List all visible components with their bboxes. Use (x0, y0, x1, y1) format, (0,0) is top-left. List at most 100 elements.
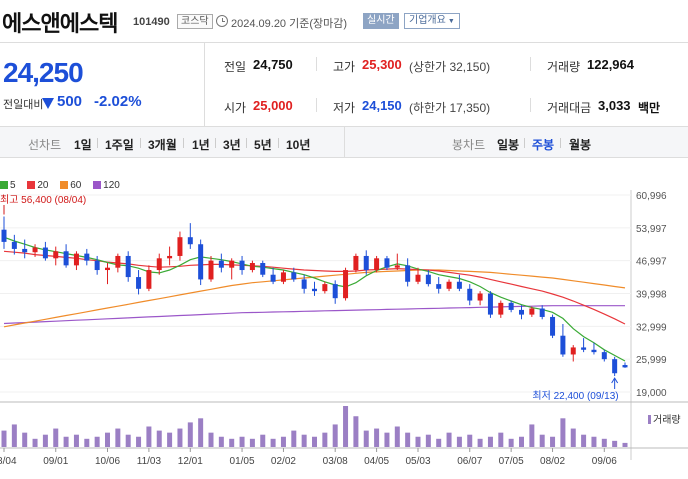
candle-body (94, 260, 100, 271)
candle-body (239, 260, 245, 271)
period-10y[interactable]: 10년 (286, 138, 311, 152)
volume-bar (94, 436, 100, 447)
legend-label: 20 (37, 180, 49, 191)
clock-icon (216, 15, 228, 27)
period-1y[interactable]: 1년 (192, 138, 210, 152)
x-tick-label: 04/05 (364, 456, 389, 467)
candle-body (622, 365, 628, 368)
period-3y[interactable]: 3년 (223, 138, 241, 152)
realtime-button[interactable]: 실시간 (363, 13, 399, 29)
amount-unit: 백만 (638, 101, 661, 115)
high-label: 고가 (333, 60, 356, 74)
candle-body (353, 255, 359, 271)
volume-bar (498, 432, 504, 447)
candle-body (343, 270, 349, 299)
divider (97, 138, 98, 148)
ma-legend: 5 20 60 120 (0, 180, 129, 191)
candle-body (115, 255, 121, 268)
candle-body (405, 265, 411, 282)
change-label: 전일대비 (3, 99, 44, 111)
x-tick-label: 06/07 (457, 456, 482, 467)
volume-bar (136, 436, 142, 447)
candle-body (436, 284, 442, 289)
candle-body (42, 247, 48, 259)
volume-bar (218, 436, 224, 447)
chevron-down-icon: ▼ (447, 18, 455, 25)
volume-bar (187, 422, 193, 447)
high-value: 25,300 (362, 57, 402, 72)
candle-body (291, 272, 297, 280)
candle-body (529, 308, 535, 315)
volume-bar (229, 438, 235, 447)
x-tick-label: 03/08 (323, 456, 348, 467)
change-value: 500 (57, 93, 83, 110)
period-daily[interactable]: 일봉 (497, 138, 520, 152)
legend-label: 60 (70, 180, 82, 191)
volume-bar (291, 430, 297, 447)
candle-body (73, 253, 79, 266)
candle-body (560, 335, 566, 355)
volume-bar (353, 416, 359, 447)
divider (183, 138, 184, 148)
y-tick-label: 53,997 (636, 224, 667, 235)
volume-bar (591, 436, 597, 447)
low-label: 저가 (333, 101, 356, 115)
volume-bar (415, 436, 421, 447)
candle-body (270, 274, 276, 282)
volume-bar (105, 432, 110, 447)
volume-bar (394, 426, 400, 447)
period-monthly[interactable]: 월봉 (569, 138, 592, 152)
candle-body (105, 267, 110, 271)
reference-time: 2024.09.20 기준(장마감) (231, 18, 348, 30)
stock-name: 에스앤에스텍 (2, 11, 118, 36)
candle-body (32, 247, 38, 253)
change-percent: -2.02% (94, 93, 142, 110)
volume-bar (405, 432, 411, 447)
candle-body (53, 251, 59, 259)
min-annotation: 최저 22,400 (09/13) (532, 390, 618, 402)
x-tick-label: 09/01 (43, 456, 68, 467)
volume-bar (529, 424, 535, 447)
volume-bar (508, 438, 514, 447)
divider (278, 138, 279, 148)
volume-bar (539, 434, 545, 447)
volume-bar (332, 424, 338, 447)
x-tick-label: 07/05 (499, 456, 524, 467)
period-weekly[interactable]: 주봉 (532, 138, 555, 152)
candle-body (249, 262, 255, 271)
volume-bar (177, 428, 183, 447)
candle-body (63, 251, 69, 266)
y-tick-label: 39,998 (636, 290, 667, 301)
volume-bar (374, 428, 380, 447)
period-1d[interactable]: 1일 (74, 138, 92, 152)
period-5y[interactable]: 5년 (254, 138, 272, 152)
y-tick-label: 60,996 (636, 191, 667, 202)
volume-bar (115, 428, 121, 447)
triangle-down-icon (42, 98, 54, 109)
x-tick-label: 10/06 (95, 456, 120, 467)
volume-bar (11, 424, 17, 447)
market-badge: 코스닥 (177, 14, 213, 29)
legend-swatch (60, 181, 69, 189)
volume-bar (249, 438, 255, 447)
period-1w[interactable]: 1주일 (105, 138, 134, 152)
stock-chart[interactable]: 60,996 53,997 46,997 39,998 32,999 25,999 19,0… (0, 190, 688, 479)
legend-ma5: 5 (0, 180, 16, 191)
legend-ma20: 20 (27, 180, 48, 191)
candle-body (167, 255, 173, 259)
volume-bar (312, 436, 317, 447)
volume-bar (384, 432, 390, 447)
divider (246, 138, 247, 148)
prev-close-label: 전일 (224, 60, 247, 74)
candle-body (301, 279, 307, 289)
company-info-dropdown[interactable]: 기업개요 ▼ (404, 13, 460, 29)
volume-bar (198, 418, 204, 447)
lower-limit: (하한가 17,350) (409, 101, 491, 115)
legend-swatch (27, 181, 36, 189)
candle-body (374, 258, 380, 271)
period-3m[interactable]: 3개월 (148, 138, 177, 152)
divider (316, 57, 317, 71)
volume-legend: 거래량 (648, 411, 681, 426)
open-value: 25,000 (253, 98, 293, 113)
amount-value: 3,033 (598, 98, 631, 113)
